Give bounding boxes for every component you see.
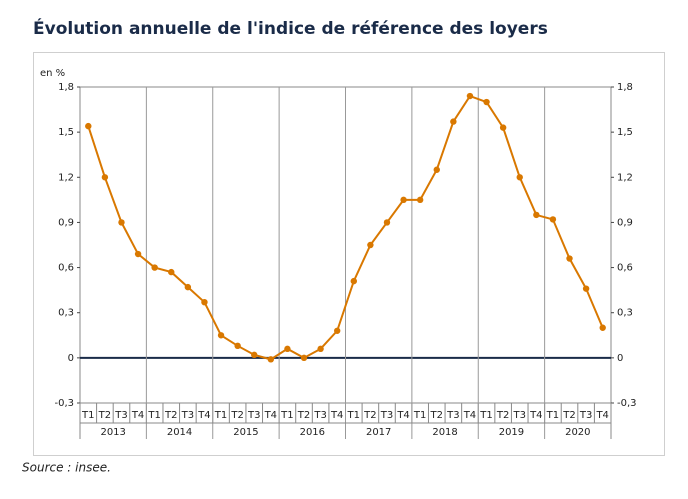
point: [201, 298, 208, 306]
point: [566, 255, 573, 262]
x-tick-label: T4: [529, 410, 542, 421]
x-tick-label: T3: [313, 410, 326, 421]
x-tick-label: T4: [330, 410, 343, 421]
point: [118, 219, 125, 226]
y2-tick-label: 0,6: [617, 263, 633, 274]
y2-tick-label: 1,2: [617, 172, 633, 183]
x-group-label: 2019: [499, 427, 524, 438]
x-tick-label: T3: [446, 410, 459, 421]
point: [533, 211, 540, 219]
y2-tick-label: -0,3: [617, 398, 637, 409]
point: [300, 354, 308, 362]
x-tick-label: T3: [247, 410, 260, 421]
point: [284, 345, 291, 353]
x-tick-label: T1: [413, 410, 426, 421]
point: [334, 327, 341, 334]
y-tick-label: 1,2: [58, 172, 74, 183]
y-tick-label: 1,5: [58, 127, 74, 138]
y-tick-label: 0,6: [58, 263, 74, 274]
x-tick-label: T1: [147, 410, 160, 421]
point: [168, 268, 175, 276]
point: [433, 166, 440, 173]
x-group-label: 2013: [100, 427, 125, 438]
x-tick-label: T2: [562, 410, 575, 421]
point: [217, 332, 225, 339]
point: [151, 264, 158, 271]
x-group-label: 2015: [233, 427, 258, 438]
point: [251, 351, 258, 359]
chart-frame: [33, 52, 665, 456]
y-tick-label: 0: [68, 353, 74, 364]
point: [483, 98, 490, 106]
y2-tick-label: 0,3: [617, 308, 633, 319]
x-tick-label: T3: [579, 410, 592, 421]
x-group-label: 2014: [167, 427, 192, 438]
x-tick-label: T4: [463, 410, 476, 421]
point: [599, 324, 606, 331]
chart-title: Évolution annuelle de l'indice de référe…: [33, 17, 548, 39]
y2-tick-label: 0,9: [617, 217, 633, 228]
series-line: [87, 94, 604, 361]
y-tick-label: 1,8: [58, 82, 74, 93]
point: [267, 356, 275, 363]
point: [582, 285, 590, 292]
x-tick-label: T2: [164, 410, 177, 421]
x-tick-label: T4: [197, 410, 210, 421]
x-tick-label: T1: [546, 410, 559, 421]
point: [466, 92, 474, 100]
point: [549, 216, 557, 223]
x-tick-label: T2: [430, 410, 443, 421]
point: [85, 122, 92, 130]
y2-tick-label: 1,8: [617, 82, 633, 93]
x-tick-label: T3: [181, 410, 194, 421]
y2-tick-label: 1,5: [617, 127, 633, 138]
x-tick-label: T4: [131, 410, 144, 421]
y-tick-label: 0,3: [58, 308, 74, 319]
x-tick-label: T1: [81, 410, 94, 421]
x-tick-label: T2: [230, 410, 243, 421]
x-tick-label: T2: [98, 410, 111, 421]
x-tick-label: T1: [347, 410, 360, 421]
x-group-label: 2017: [366, 427, 391, 438]
x-tick-label: T4: [595, 410, 608, 421]
point: [450, 118, 457, 125]
x-tick-label: T4: [264, 410, 277, 421]
x-group-label: 2018: [432, 427, 457, 438]
x-tick-label: T2: [496, 410, 509, 421]
x-tick-label: T1: [214, 410, 227, 421]
x-tick-label: T3: [512, 410, 525, 421]
y2-tick-label: 0: [617, 353, 623, 364]
point: [367, 241, 374, 249]
x-tick-label: T3: [380, 410, 393, 421]
point: [516, 174, 523, 181]
point: [134, 250, 142, 258]
y-axis-label: en %: [40, 68, 65, 79]
x-tick-label: T3: [114, 410, 127, 421]
x-tick-label: T2: [297, 410, 310, 421]
x-group-label: 2020: [565, 427, 590, 438]
x-tick-label: T4: [396, 410, 409, 421]
point: [101, 174, 109, 181]
x-tick-label: T2: [363, 410, 376, 421]
x-tick-label: T1: [280, 410, 293, 421]
point: [416, 196, 424, 204]
point: [317, 345, 324, 353]
source: Source : insee.: [22, 461, 111, 475]
point: [400, 196, 407, 204]
point: [383, 219, 391, 226]
y-tick-label: 0,9: [58, 217, 74, 228]
point: [499, 124, 507, 131]
point: [184, 283, 192, 291]
x-tick-label: T1: [479, 410, 492, 421]
x-group-label: 2016: [300, 427, 325, 438]
y-tick-label: -0,3: [54, 398, 74, 409]
point: [234, 342, 241, 350]
point: [350, 277, 357, 285]
